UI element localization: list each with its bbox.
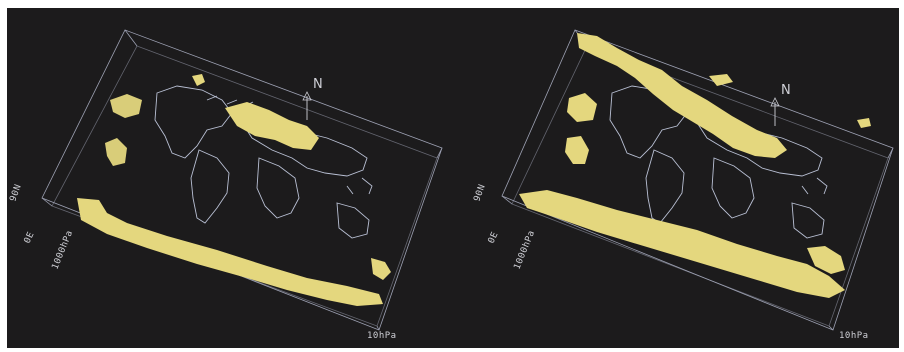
pressure-axis-label: 1000hPa xyxy=(513,229,538,271)
north-arrow-icon xyxy=(302,91,312,120)
north-label: N xyxy=(781,83,791,98)
globe-box-left: N 90N 0E 1000hPa 10hPa xyxy=(8,29,443,341)
panel-right: N 90N 0E 1000hPa 10hPa xyxy=(457,8,899,348)
visualization-canvas: N 90N 0E 1000hPa 10hPa xyxy=(7,8,899,348)
lon-label: 0E xyxy=(23,230,37,245)
lon-label: 0E xyxy=(487,230,501,245)
panel-left: N 90N 0E 1000hPa 10hPa xyxy=(7,8,457,348)
top-pressure-label: 10hPa xyxy=(367,331,397,341)
pressure-axis-label: 1000hPa xyxy=(51,229,76,271)
isosurface-blobs xyxy=(519,33,871,298)
globe-box-right: N 90N 0E 1000hPa 10hPa xyxy=(472,29,894,341)
bounding-box xyxy=(41,29,443,331)
north-arrow-icon xyxy=(770,97,780,126)
north-label: N xyxy=(313,77,323,92)
top-pressure-label: 10hPa xyxy=(839,331,869,341)
isosurface-blobs xyxy=(77,74,391,306)
lat-label: 90N xyxy=(8,183,23,203)
lat-label: 90N xyxy=(472,183,487,203)
